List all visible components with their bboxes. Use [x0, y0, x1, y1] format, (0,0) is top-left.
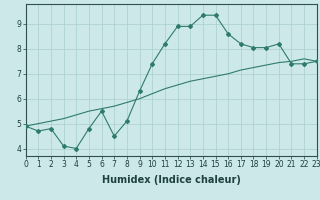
X-axis label: Humidex (Indice chaleur): Humidex (Indice chaleur): [102, 175, 241, 185]
